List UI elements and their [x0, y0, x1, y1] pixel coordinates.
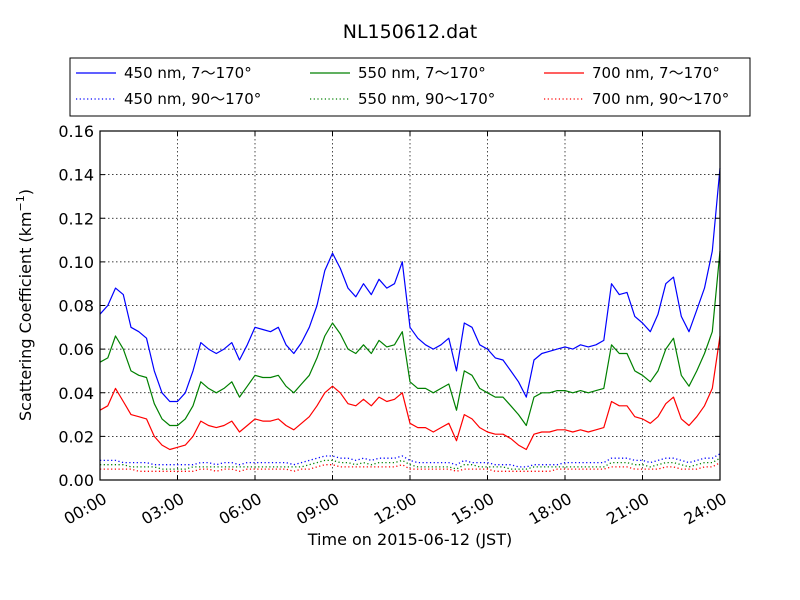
- x-axis-title: Time on 2015-06-12 (JST): [307, 530, 512, 549]
- legend: 450 nm, 7～170° 550 nm, 7～170° 700 nm, 7～17…: [69, 57, 751, 117]
- legend-label: 450 nm, 7～170°: [124, 64, 252, 82]
- legend-label: 700 nm, 90～170°: [592, 90, 729, 108]
- series-group: [99, 168, 721, 472]
- x-tick-label: 18:00: [526, 489, 575, 529]
- series-line-0: [99, 168, 721, 403]
- grid: [100, 131, 720, 480]
- legend-label: 550 nm, 7～170°: [358, 64, 486, 82]
- y-tick-label: 0.06: [58, 340, 94, 359]
- y-axis-title-main: Scattering Coefficient (km: [16, 211, 35, 421]
- x-tick-label: 03:00: [138, 489, 187, 529]
- y-axis-title: Scattering Coefficient (km−1): [14, 189, 35, 421]
- series-line-1: [99, 250, 721, 427]
- x-tick-label: 24:00: [681, 489, 730, 529]
- series-line-2: [99, 335, 721, 451]
- y-tick-label: 0.00: [58, 471, 94, 490]
- x-tick-label: 00:00: [61, 489, 110, 529]
- y-tick-label: 0.08: [58, 297, 94, 316]
- series-line-3: [100, 453, 721, 468]
- y-axis-title-superscript: −1: [14, 195, 27, 211]
- chart-title: NL150612.dat: [343, 21, 478, 43]
- x-tick-label: 15:00: [448, 489, 497, 529]
- y-axis-title-close: ): [16, 189, 35, 195]
- x-tick-label: 09:00: [293, 489, 342, 529]
- axis-ticks: 00:00 03:00 06:00 09:00 12:00 15:00 18:00 21:00…: [58, 122, 730, 529]
- legend-label: 700 nm, 7～170°: [592, 64, 720, 82]
- y-tick-label: 0.04: [58, 384, 94, 403]
- series-line-5: [100, 462, 721, 472]
- y-tick-label: 0.10: [58, 253, 94, 272]
- series-line-4: [100, 457, 721, 470]
- y-tick-label: 0.14: [58, 166, 94, 185]
- x-tick-label: 21:00: [603, 489, 652, 529]
- y-tick-label: 0.12: [58, 209, 94, 228]
- legend-label: 550 nm, 90～170°: [358, 90, 495, 108]
- y-tick-label: 0.02: [58, 427, 94, 446]
- legend-frame: [69, 57, 751, 117]
- y-tick-label: 0.16: [58, 122, 94, 141]
- x-tick-label: 12:00: [371, 489, 420, 529]
- legend-label: 450 nm, 90～170°: [124, 90, 261, 108]
- x-tick-label: 06:00: [216, 489, 265, 529]
